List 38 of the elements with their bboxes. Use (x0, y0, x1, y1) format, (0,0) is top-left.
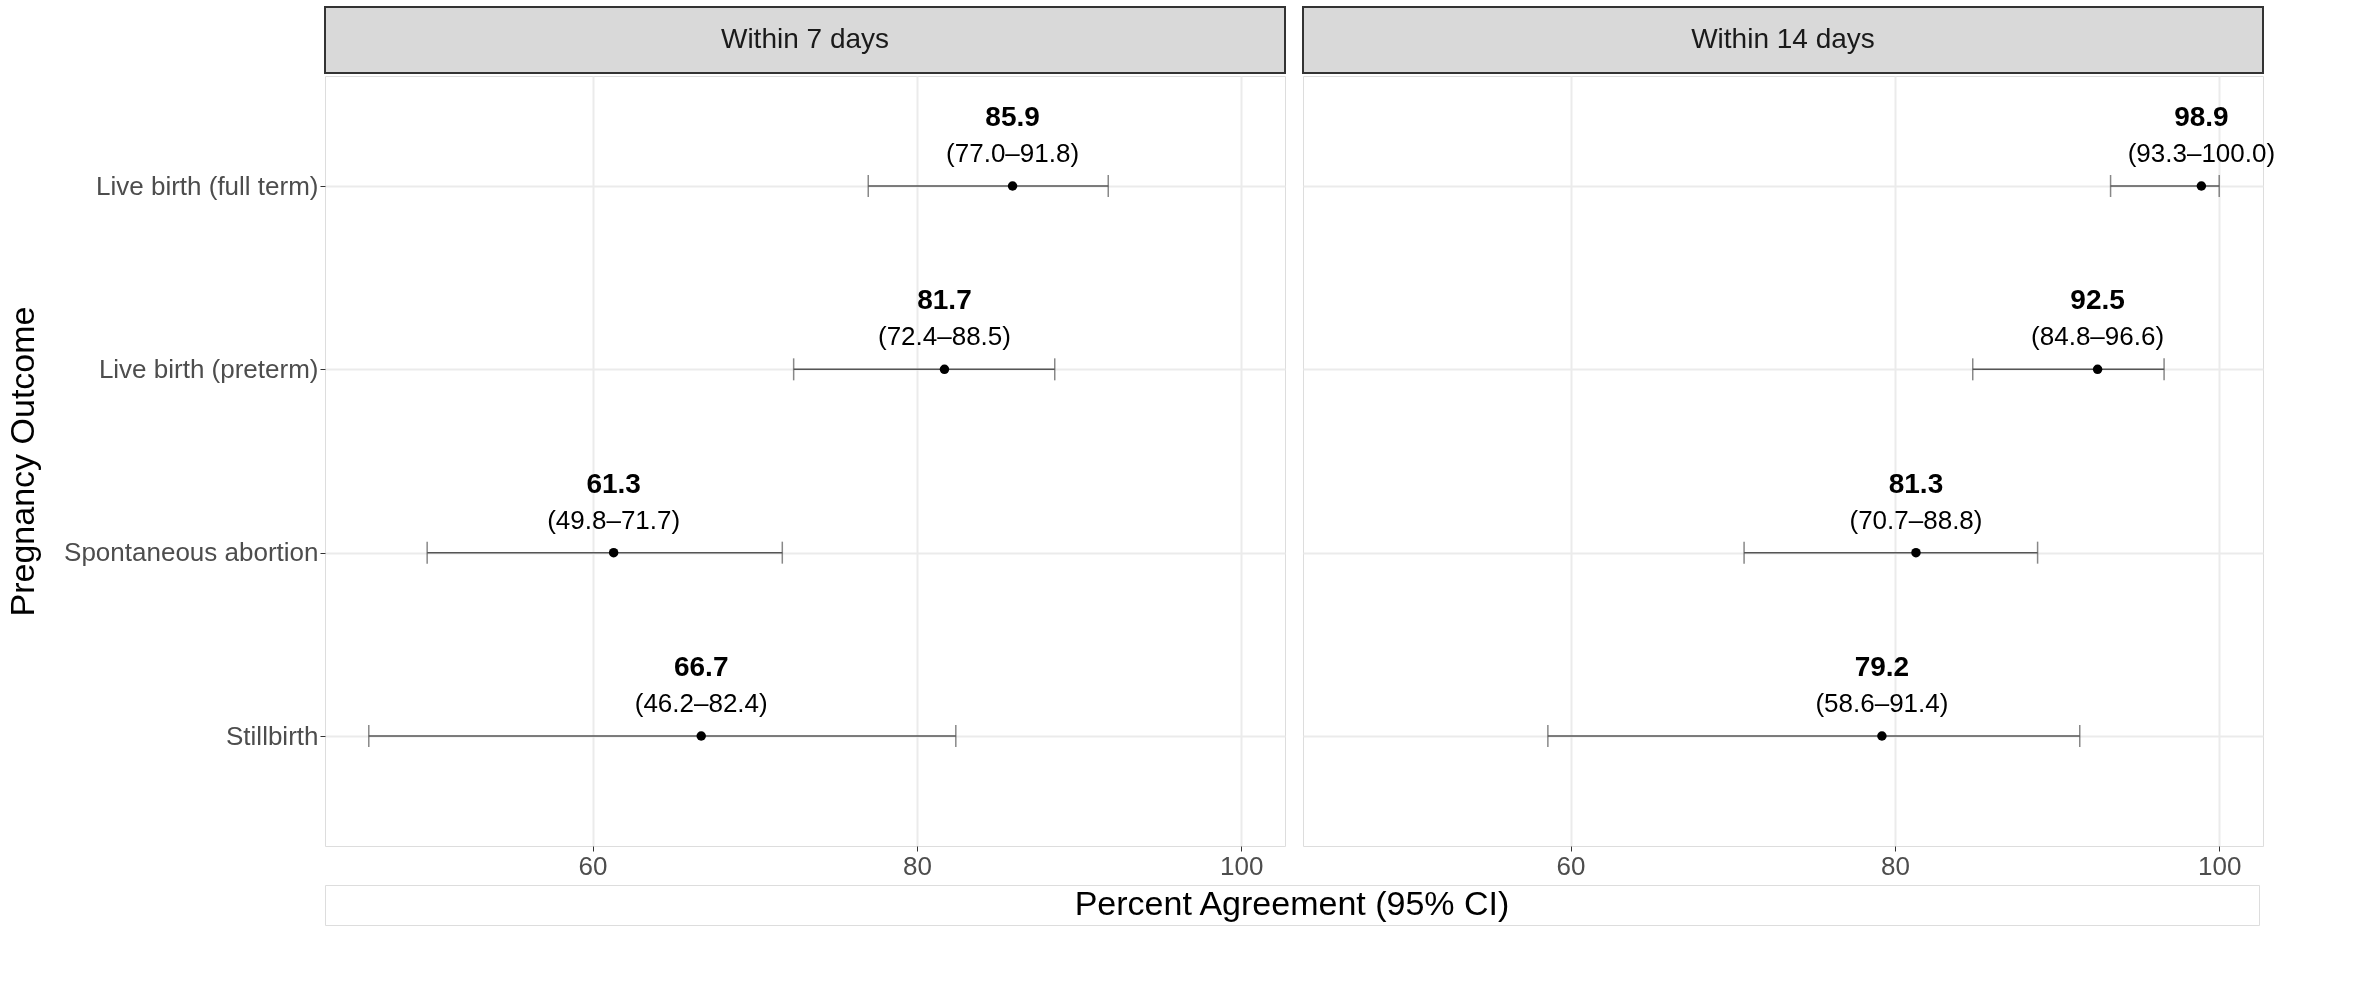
data-label: 85.9 (985, 101, 1040, 132)
data-label: 79.2 (1854, 651, 1910, 682)
data-label: 81.3 (1888, 467, 1944, 499)
point (608, 547, 619, 558)
point (2092, 364, 2103, 375)
annotation: (72.4–88.5) (877, 321, 1011, 352)
y-tick-label: Live birth (full term) (96, 170, 319, 201)
annotation: (58.6–91.4) (1815, 688, 1949, 718)
chart-title: Within 14 days (1691, 23, 1875, 54)
y-tick-label: Spontaneous abortion (64, 537, 319, 568)
x-tick-label: 100 (1220, 850, 1264, 881)
point (939, 364, 950, 375)
chart-title: Within 7 days (720, 23, 890, 54)
point (1877, 731, 1887, 741)
y-tick-label: Live birth (preterm) (98, 353, 319, 384)
y-axis-title: Pregnancy Outcome (2, 306, 41, 617)
data-label: 92.5 (2070, 284, 2125, 316)
annotation: (93.3–100.0) (2127, 138, 2276, 168)
annotation: (77.0–91.8) (946, 138, 1080, 168)
x-tick-label: 60 (578, 850, 608, 881)
x-tick-label: 80 (1880, 850, 1910, 881)
data-label: 66.7 (673, 651, 729, 682)
x-tick-label: 60 (1556, 850, 1586, 881)
x-axis-title: Percent Agreement (95% CI) (1074, 884, 1510, 922)
x-tick-label: 80 (902, 850, 932, 881)
annotation: (70.7–88.8) (1849, 504, 1983, 535)
annotation: (49.8–71.7) (547, 504, 681, 535)
y-tick-label: Stillbirth (226, 720, 319, 751)
annotation: (46.2–82.4) (634, 688, 768, 718)
point (696, 731, 706, 741)
point (1007, 181, 1018, 191)
data-label: 61.3 (586, 467, 641, 499)
data-label: 98.9 (2174, 101, 2229, 132)
annotation: (84.8–96.6) (2031, 321, 2165, 352)
point (1911, 547, 1921, 558)
data-label: 81.7 (917, 284, 972, 316)
point (2196, 181, 2207, 191)
x-tick-label: 100 (2198, 850, 2242, 881)
